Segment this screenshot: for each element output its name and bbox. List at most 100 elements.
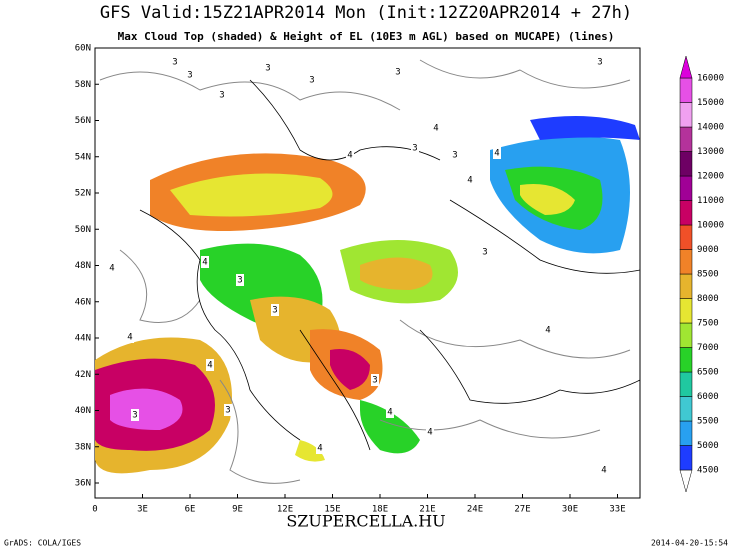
lon-label: 21E — [419, 505, 435, 515]
colorbar-label: 7000 — [697, 343, 719, 353]
lon-label: 24E — [467, 505, 483, 515]
colorbar-label: 4500 — [697, 466, 719, 476]
lon-label: 0 — [92, 505, 97, 515]
colorbar-segment — [679, 298, 693, 324]
contour-label: 3 — [309, 76, 314, 86]
contour-label-bg — [411, 142, 419, 154]
contour-label: 3 — [452, 151, 457, 161]
lon-label: 3E — [137, 505, 148, 515]
lon-label: 18E — [372, 505, 388, 515]
colorbar-segment — [679, 77, 693, 103]
lon-label: 33E — [609, 505, 625, 515]
contour-label: 3 — [187, 71, 192, 81]
contour-label: 3 — [272, 306, 277, 316]
contour-label: 4 — [109, 264, 114, 274]
lat-label: 36N — [75, 479, 91, 489]
contour-label: 4 — [127, 333, 132, 343]
colorbar-segment — [679, 445, 693, 471]
colorbar-label: 6000 — [697, 392, 719, 402]
colorbar-label: 11000 — [697, 196, 724, 206]
colorbar-segment — [679, 420, 693, 446]
footer-left: GrADS: COLA/IGES — [4, 539, 81, 548]
contour-label: 3 — [225, 406, 230, 416]
lon-label: 27E — [514, 505, 530, 515]
colorbar-label: 13000 — [697, 147, 724, 157]
contour-label-bg — [201, 256, 209, 268]
colorbar-segment — [679, 200, 693, 226]
lat-label: 52N — [75, 189, 91, 199]
contour-label-bg — [346, 149, 354, 161]
contour-label-bg — [126, 331, 134, 343]
colorbar-label: 8500 — [697, 270, 719, 280]
contour-label: 4 — [202, 258, 207, 268]
contour-label: 4 — [545, 326, 550, 336]
contour-label-bg — [186, 69, 194, 81]
colorbar-label: 5000 — [697, 441, 719, 451]
colorbar-segment — [679, 102, 693, 128]
contours — [99, 59, 631, 484]
contour-label: 4 — [317, 444, 322, 454]
contour-label: 4 — [207, 361, 212, 371]
contour-label: 3 — [172, 58, 177, 68]
lat-label: 46N — [75, 297, 91, 307]
contour-label-bg — [308, 74, 316, 86]
colorbar-segment — [679, 126, 693, 152]
contour-label-bg — [481, 246, 489, 258]
contour-label: 4 — [433, 124, 438, 134]
contour-label-bg — [316, 442, 324, 454]
contour-label-bg — [108, 262, 116, 274]
contour-label-bg — [600, 464, 608, 476]
contour-label-bg — [466, 174, 474, 186]
contour-label-bg — [236, 274, 244, 286]
contour-label-bg — [206, 359, 214, 371]
colorbar-label: 16000 — [697, 74, 724, 84]
contour-label-bg — [131, 409, 139, 421]
map — [94, 47, 641, 499]
contour-label-bg — [432, 122, 440, 134]
contour-label: 4 — [601, 466, 606, 476]
contour-label: 3 — [265, 64, 270, 74]
contour-label: 4 — [387, 408, 392, 418]
lon-label: 15E — [324, 505, 340, 515]
lat-label: 42N — [75, 370, 91, 380]
contour-label: 3 — [372, 376, 377, 386]
colorbar-segment — [679, 396, 693, 422]
contour-label: 4 — [427, 428, 432, 438]
colorbar-high — [679, 55, 693, 79]
contour-label-bg — [371, 374, 379, 386]
colorbar-segment — [679, 371, 693, 397]
lon-label: 6E — [185, 505, 196, 515]
contour-label: 3 — [395, 68, 400, 78]
colorbar-label: 15000 — [697, 98, 724, 108]
colorbar-segment — [679, 273, 693, 299]
contour-label-bg — [394, 66, 402, 78]
lat-label: 50N — [75, 225, 91, 235]
contour-label: 3 — [482, 248, 487, 258]
contour-label-bg — [426, 426, 434, 438]
lon-label: 30E — [562, 505, 578, 515]
contour-label-bg — [271, 304, 279, 316]
colorbar-segment — [679, 151, 693, 177]
colorbar-segment — [679, 347, 693, 373]
colorbar-segment — [679, 224, 693, 250]
contour-label: 3 — [219, 91, 224, 101]
contour-label-bg — [544, 324, 552, 336]
colorbar-label: 10000 — [697, 221, 724, 231]
colorbar-label: 8000 — [697, 294, 719, 304]
shading — [95, 116, 640, 474]
contour-label-bg — [224, 404, 232, 416]
contour-label-bg — [596, 56, 604, 68]
watermark: SZUPERCELLA.HU — [286, 512, 445, 531]
lat-label: 60N — [75, 44, 91, 54]
lon-label: 9E — [232, 505, 243, 515]
lat-label: 56N — [75, 116, 91, 126]
lat-label: 44N — [75, 334, 91, 344]
contour-label: 4 — [467, 176, 472, 186]
footer-right: 2014-04-20-15:54 — [651, 539, 728, 548]
contour-label-bg — [386, 406, 394, 418]
lon-label: 12E — [277, 505, 293, 515]
colorbar-segment — [679, 175, 693, 201]
title: GFS Valid:15Z21APR2014 Mon (Init:12Z20AP… — [100, 3, 632, 23]
contour-label-bg — [451, 149, 459, 161]
